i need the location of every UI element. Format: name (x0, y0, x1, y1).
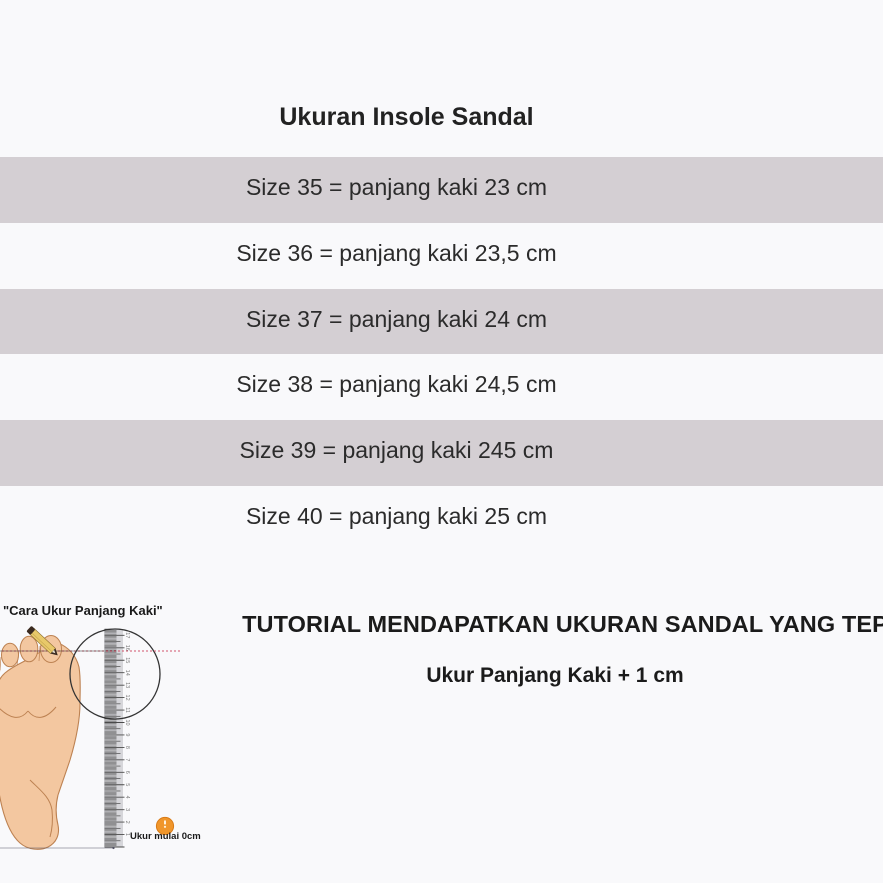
svg-text:4: 4 (124, 796, 130, 799)
svg-text:7: 7 (124, 758, 130, 761)
svg-text:11: 11 (124, 707, 130, 713)
svg-text:2: 2 (124, 821, 130, 824)
svg-text:10: 10 (124, 719, 130, 725)
svg-text:3: 3 (124, 808, 130, 811)
svg-text:13: 13 (124, 682, 130, 688)
svg-text:6: 6 (124, 771, 130, 774)
svg-text:14: 14 (124, 670, 130, 676)
svg-text:16: 16 (124, 645, 130, 651)
svg-text:12: 12 (124, 695, 130, 701)
svg-text:15: 15 (124, 657, 130, 663)
svg-text:17: 17 (124, 632, 130, 638)
svg-text:Ukur mulai 0cm: Ukur mulai 0cm (130, 831, 201, 842)
svg-text:8: 8 (124, 746, 130, 749)
svg-text:5: 5 (124, 783, 130, 786)
svg-text:"Cara Ukur Panjang Kaki": "Cara Ukur Panjang Kaki" (3, 603, 163, 618)
svg-text:9: 9 (124, 733, 130, 736)
